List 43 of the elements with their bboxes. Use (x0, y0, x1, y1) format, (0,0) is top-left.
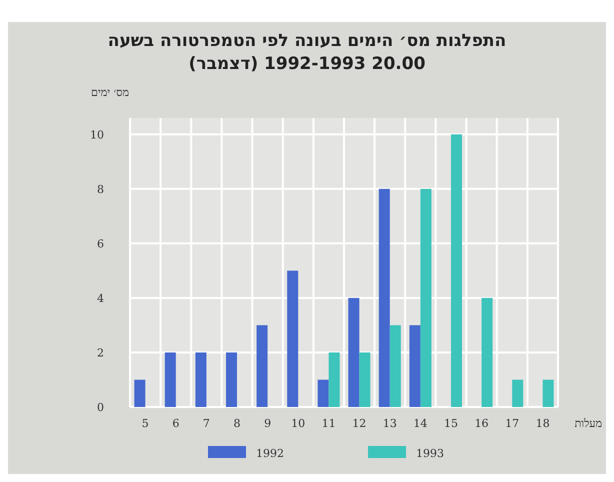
bar (512, 380, 524, 407)
y-tick-label: 6 (97, 237, 104, 250)
bar (348, 298, 360, 407)
x-tick-label: 12 (352, 417, 366, 430)
bar (164, 352, 176, 407)
x-tick-label: 15 (444, 417, 458, 430)
y-tick-label: 10 (90, 128, 104, 142)
x-tick-label: 8 (234, 417, 240, 430)
bar (195, 352, 206, 407)
y-tick-label: 2 (97, 346, 104, 360)
bar (226, 352, 237, 407)
legend-label: 1993 (416, 447, 444, 460)
legend-label: 1992 (256, 447, 284, 460)
y-axis-title: מס׳ ימים (91, 86, 129, 99)
x-tick-label: 17 (505, 417, 520, 430)
bar (287, 270, 298, 407)
x-tick-label: 5 (142, 417, 149, 430)
bar (390, 325, 401, 407)
x-tick-label: 7 (202, 417, 210, 430)
bar (134, 380, 146, 407)
x-tick-label: 16 (474, 417, 489, 430)
bar (378, 188, 390, 407)
x-tick-label: 6 (172, 417, 180, 430)
bar (328, 352, 340, 407)
x-tick-label: 11 (322, 417, 336, 430)
title: התפלגות מס׳ הימים בעונה לפי הטמפרטורה בשעה 20.00 1992-1993 (דצמבר) (106, 30, 508, 76)
x-tick-label: 13 (382, 417, 397, 430)
x-tick-label: 10 (291, 417, 306, 430)
x-tick-label: 18 (536, 417, 550, 430)
xlabel: מעלות (574, 417, 602, 430)
bar (318, 380, 329, 407)
x-tick-label: 14 (413, 417, 428, 430)
bar (420, 188, 432, 407)
bar (482, 298, 493, 407)
bar (359, 352, 370, 407)
y-tick-label: 4 (97, 292, 104, 305)
bar (409, 325, 420, 407)
bar (542, 380, 554, 407)
bar (451, 134, 462, 407)
y-tick-label: 8 (97, 182, 104, 196)
x-tick-label: 9 (264, 417, 272, 430)
bar (256, 325, 268, 407)
y-tick-label: 0 (97, 401, 104, 414)
